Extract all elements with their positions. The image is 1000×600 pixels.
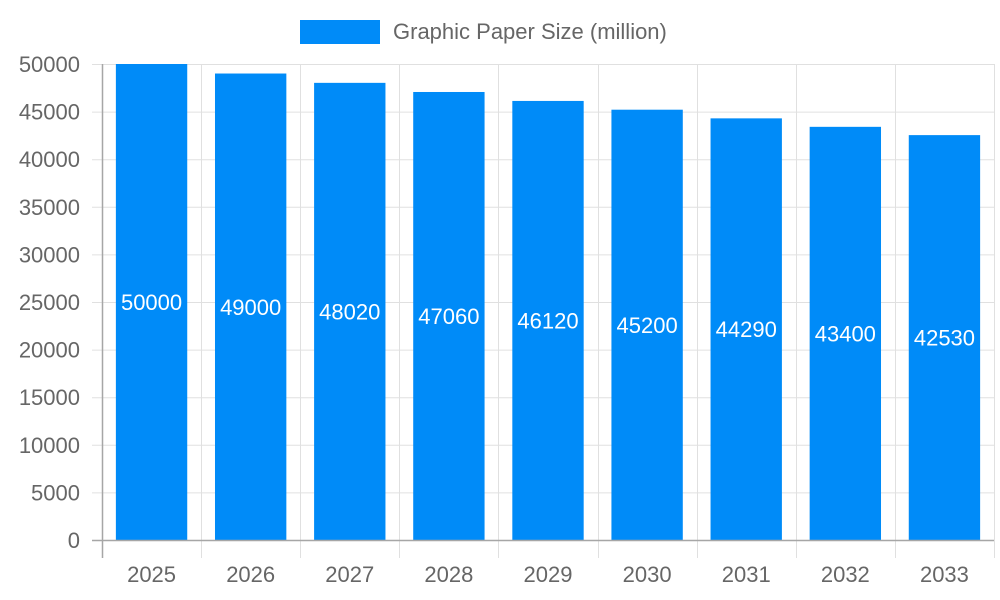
bar-data-label: 42530 bbox=[914, 326, 975, 351]
bar[interactable] bbox=[809, 126, 882, 540]
x-tick-label: 2029 bbox=[524, 562, 573, 587]
y-tick-label: 0 bbox=[68, 528, 80, 553]
x-tick-label: 2025 bbox=[127, 562, 176, 587]
y-tick-label: 45000 bbox=[19, 100, 80, 125]
y-tick-label: 40000 bbox=[19, 147, 80, 172]
y-tick-label: 50000 bbox=[19, 52, 80, 77]
legend[interactable]: Graphic Paper Size (million) bbox=[300, 19, 667, 45]
y-tick-label: 30000 bbox=[19, 242, 80, 267]
y-tick-label: 25000 bbox=[19, 290, 80, 315]
y-tick-label: 5000 bbox=[31, 480, 80, 505]
x-tick-label: 2027 bbox=[325, 562, 374, 587]
x-tick-label: 2028 bbox=[424, 562, 473, 587]
bar-data-label: 49000 bbox=[220, 295, 281, 320]
bar-data-label: 48020 bbox=[319, 299, 380, 324]
bar-data-label: 50000 bbox=[121, 290, 182, 315]
bar-data-label: 46120 bbox=[517, 308, 578, 333]
x-tick-label: 2026 bbox=[226, 562, 275, 587]
bar[interactable] bbox=[214, 73, 287, 541]
bar-data-label: 47060 bbox=[418, 304, 479, 329]
bar[interactable] bbox=[710, 118, 782, 541]
y-tick-label: 20000 bbox=[19, 338, 80, 363]
y-tick-label: 35000 bbox=[19, 195, 80, 220]
bar-data-label: 45200 bbox=[617, 313, 678, 338]
bar[interactable] bbox=[115, 64, 188, 540]
bar[interactable] bbox=[908, 135, 981, 541]
x-tick-label: 2030 bbox=[623, 562, 672, 587]
bar-data-label: 44290 bbox=[716, 317, 777, 342]
bar[interactable] bbox=[413, 91, 485, 540]
y-tick-label: 10000 bbox=[19, 433, 80, 458]
bar[interactable] bbox=[611, 109, 683, 541]
legend-swatch bbox=[300, 20, 380, 44]
x-tick-label: 2031 bbox=[722, 562, 771, 587]
x-tick-label: 2032 bbox=[821, 562, 870, 587]
bar[interactable] bbox=[512, 100, 584, 541]
y-tick-label: 15000 bbox=[19, 385, 80, 410]
bar[interactable] bbox=[314, 82, 386, 540]
legend-label: Graphic Paper Size (million) bbox=[393, 19, 667, 44]
bar-data-label: 43400 bbox=[815, 321, 876, 346]
x-tick-label: 2033 bbox=[920, 562, 969, 587]
